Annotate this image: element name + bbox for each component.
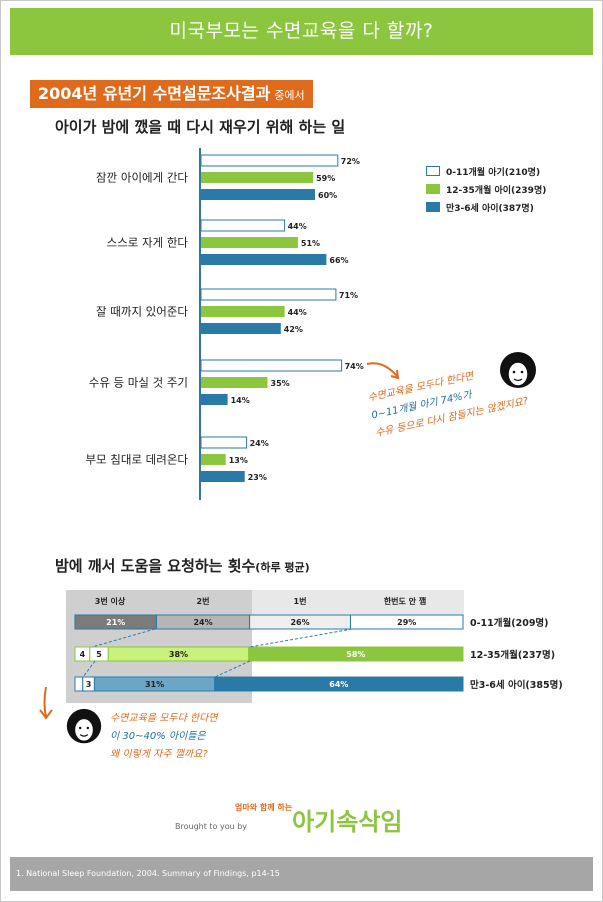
legend-item-0: 0-11개월 아기(210명)	[426, 162, 546, 180]
bar-2-1	[201, 306, 285, 317]
arrow-icon-2	[39, 686, 53, 720]
note2-line2: 이 30~40% 아이들은	[110, 731, 206, 742]
legend-label-1: 12-35개월 아이(239명)	[446, 185, 547, 196]
survey-tag-suffix: 중에서	[274, 89, 305, 102]
brand-logo-sub: 엄마와 함께 하는	[235, 803, 293, 812]
bar-label-4-2: 23%	[248, 473, 267, 482]
chart1-legend: 0-11개월 아기(210명) 12-35개월 아이(239명) 만3-6세 아…	[426, 162, 546, 216]
stack-label-1-2: 38%	[169, 650, 188, 659]
connector-1b	[249, 628, 353, 648]
arrow-icon-1	[366, 362, 400, 380]
header-shade-light	[252, 590, 464, 616]
stack-seg-2-0	[74, 676, 84, 692]
stack-label-2-1: 3	[86, 680, 92, 689]
stack-seg-1-3	[248, 646, 464, 662]
legend-swatch-0	[426, 166, 440, 176]
note-2: 수면교육을 모두다 한다면 이 30~40% 아이들은 왜 이렇게 자주 깰까요…	[110, 710, 310, 764]
connector-1a	[91, 628, 156, 648]
stack-label-1-1: 5	[96, 650, 102, 659]
connector-2b	[214, 660, 251, 678]
row-label-1: 12-35개월(237명)	[470, 649, 555, 661]
bar-label-3-2: 14%	[231, 396, 250, 405]
bar-3-0	[200, 359, 343, 372]
row-label-2: 만3-6세 아이(385명)	[470, 679, 563, 691]
segment-header-3: 한번도 안 깸	[384, 596, 426, 606]
stack-label-2-2: 31%	[145, 680, 164, 689]
bar-3-1	[201, 377, 268, 388]
chart2-title: 밤에 깨서 도움을 요청하는 횟수(하루 평균)	[55, 555, 310, 576]
brought-to-you-by: Brought to you by	[175, 822, 248, 831]
stack-label-0-2: 26%	[290, 618, 309, 627]
bar-label-3-1: 35%	[271, 379, 290, 388]
mother-avatar-icon-1	[500, 352, 536, 388]
legend-item-1: 12-35개월 아이(239명)	[426, 180, 546, 198]
stack-label-0-1: 24%	[193, 618, 212, 627]
legend-item-2: 만3-6세 아이(387명)	[426, 198, 546, 216]
bar-label-2-1: 44%	[288, 308, 307, 317]
chart1-title: 아이가 밤에 깼을 때 다시 재우기 위해 하는 일	[55, 118, 346, 136]
segment-header-2: 1번	[294, 596, 307, 606]
bar-2-0	[200, 288, 337, 301]
bar-label-1-2: 66%	[329, 256, 348, 265]
stack-label-1-3: 58%	[346, 650, 365, 659]
category-label-0: 잠깐 아이에게 간다	[96, 171, 188, 185]
chart2-title-text: 밤에 깨서 도움을 요청하는 횟수	[55, 557, 256, 575]
stack-seg-0-3	[349, 614, 464, 630]
bar-label-4-1: 13%	[229, 456, 248, 465]
bar-1-2	[201, 254, 327, 265]
category-label-3: 수유 등 마실 것 주기	[89, 376, 188, 390]
bar-4-0	[200, 436, 248, 449]
bar-0-0	[200, 154, 339, 167]
brand-logo: 엄마와 함께 하는아기속삭임	[235, 802, 403, 837]
legend-swatch-2	[426, 202, 440, 212]
segment-header-0: 3번 이상	[95, 596, 126, 606]
chart1-svg: 잠깐 아이에게 간다 72% 59% 60% 스스로 자게 한다 44% 51% 66% 잘 때…	[85, 148, 364, 500]
stack-label-1-0: 4	[80, 650, 86, 659]
legend-swatch-1	[426, 184, 440, 194]
chart2-title-suffix: (하루 평균)	[255, 561, 310, 574]
bar-4-2	[201, 471, 245, 482]
mother-avatar-icon-2	[66, 708, 102, 744]
stack-label-2-3: 64%	[329, 680, 348, 689]
bar-label-2-0: 71%	[339, 291, 358, 300]
survey-tag: 2004년 유년기 수면설문조사결과 중에서	[30, 80, 313, 108]
bar-4-1	[201, 454, 226, 465]
category-label-4: 부모 침대로 데려온다	[85, 453, 188, 467]
legend-label-2: 만3-6세 아이(387명)	[446, 203, 534, 214]
banner-title: 미국부모는 수면교육을 다 할까?	[10, 8, 593, 55]
stack-label-0-0: 21%	[106, 618, 125, 627]
bar-label-0-0: 72%	[341, 157, 360, 166]
note2-line3: 왜 이렇게 자주 깰까요?	[110, 749, 208, 760]
chart2-svg: 3번 이상 2번 1번 한번도 안 깸 21% 24% 26% 29% 0-11개월(209명)…	[66, 590, 563, 703]
row-label-0: 0-11개월(209명)	[470, 617, 549, 629]
bar-1-1	[201, 237, 298, 248]
bar-0-1	[201, 172, 314, 183]
bar-0-2	[201, 189, 315, 200]
bar-3-2	[201, 394, 228, 405]
category-label-1: 스스로 자게 한다	[107, 236, 189, 250]
bar-1-0	[200, 219, 286, 232]
bar-label-4-0: 24%	[250, 439, 269, 448]
bar-label-3-0: 74%	[345, 362, 364, 371]
bar-label-0-1: 59%	[316, 174, 335, 183]
brand-logo-text: 아기속삭임	[292, 808, 403, 836]
bar-label-2-2: 42%	[284, 325, 303, 334]
bar-label-1-0: 44%	[288, 222, 307, 231]
connector-2a	[82, 660, 96, 678]
legend-label-0: 0-11개월 아기(210명)	[446, 167, 541, 178]
segment-header-1: 2번	[197, 596, 210, 606]
note2-line1: 수면교육을 모두다 한다면	[110, 713, 218, 724]
survey-tag-text: 2004년 유년기 수면설문조사결과	[38, 84, 271, 103]
stack-seg-2-3	[214, 676, 464, 692]
stack-label-0-3: 29%	[397, 618, 416, 627]
bar-label-0-2: 60%	[318, 191, 337, 200]
footer-citation: 1. National Sleep Foundation, 2004. Summ…	[10, 857, 593, 891]
bar-2-2	[201, 323, 281, 334]
category-label-2: 잘 때까지 있어준다	[96, 305, 188, 319]
bar-label-1-1: 51%	[301, 239, 320, 248]
